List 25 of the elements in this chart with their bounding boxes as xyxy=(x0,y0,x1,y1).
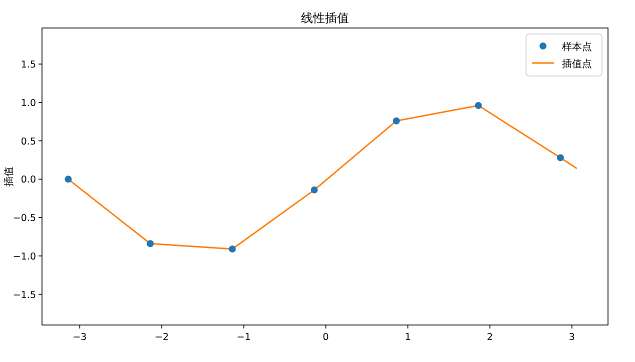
x-tick-label: −3 xyxy=(72,332,87,343)
chart-title: 线性插值 xyxy=(301,11,349,25)
y-tick-label: −1.5 xyxy=(12,290,36,301)
point xyxy=(556,154,564,162)
y-tick-label: 0.5 xyxy=(20,136,36,148)
legend-label: 样本点 xyxy=(562,41,592,53)
x-tick-label: 2 xyxy=(486,332,493,343)
x-tick-label: 3 xyxy=(568,332,575,343)
y-tick-label: 1.5 xyxy=(20,60,36,71)
y-axis-title: 插值 xyxy=(3,166,15,186)
y-tick-label: 0.0 xyxy=(20,174,36,186)
point xyxy=(228,246,236,253)
point xyxy=(392,117,400,124)
y-tick-label: −0.5 xyxy=(12,213,36,224)
y-tick-label: −1.0 xyxy=(12,251,36,262)
point xyxy=(474,102,482,110)
point xyxy=(310,186,318,194)
point xyxy=(146,240,154,248)
point xyxy=(64,176,72,183)
x-tick-label: 1 xyxy=(404,332,411,343)
y-tick-label: 1.0 xyxy=(20,98,36,109)
x-tick-label: −1 xyxy=(236,332,251,343)
legend-label: 插值点 xyxy=(562,58,592,70)
x-tick-label: −2 xyxy=(154,332,169,343)
x-tick-label: 0 xyxy=(322,332,329,343)
